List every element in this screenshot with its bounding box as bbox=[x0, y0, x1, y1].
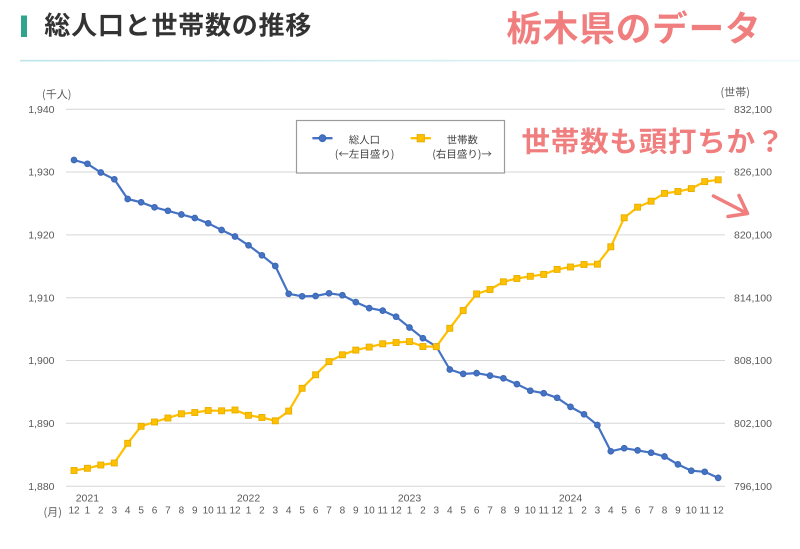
svg-text:4: 4 bbox=[125, 506, 131, 517]
svg-text:1: 1 bbox=[85, 506, 91, 517]
svg-text:10: 10 bbox=[203, 506, 215, 517]
svg-text:11: 11 bbox=[539, 506, 550, 517]
svg-text:2: 2 bbox=[259, 506, 265, 517]
svg-text:7: 7 bbox=[487, 506, 493, 517]
svg-text:808,100: 808,100 bbox=[734, 355, 772, 367]
svg-text:11: 11 bbox=[700, 506, 711, 517]
svg-text:12: 12 bbox=[229, 506, 241, 517]
svg-text:1: 1 bbox=[246, 506, 252, 517]
svg-text:802,100: 802,100 bbox=[734, 418, 772, 430]
svg-text:820,100: 820,100 bbox=[734, 230, 772, 242]
svg-text:4: 4 bbox=[447, 506, 453, 517]
svg-text:12: 12 bbox=[552, 506, 564, 517]
svg-text:826,100: 826,100 bbox=[734, 167, 772, 179]
svg-text:8: 8 bbox=[662, 506, 668, 517]
svg-text:2: 2 bbox=[581, 506, 587, 517]
svg-text:2: 2 bbox=[98, 506, 104, 517]
svg-text:1,910: 1,910 bbox=[28, 292, 54, 304]
svg-text:9: 9 bbox=[192, 506, 198, 517]
svg-text:5: 5 bbox=[138, 506, 144, 517]
svg-text:796,100: 796,100 bbox=[734, 481, 772, 493]
svg-text:3: 3 bbox=[112, 506, 118, 517]
svg-text:3: 3 bbox=[434, 506, 440, 517]
svg-text:2023: 2023 bbox=[398, 493, 422, 505]
svg-text:1,900: 1,900 bbox=[28, 355, 54, 367]
svg-text:12: 12 bbox=[68, 506, 80, 517]
svg-text:1,940: 1,940 bbox=[28, 104, 54, 116]
svg-text:7: 7 bbox=[165, 506, 171, 517]
svg-text:6: 6 bbox=[152, 506, 158, 517]
svg-text:3: 3 bbox=[595, 506, 601, 517]
svg-text:5: 5 bbox=[299, 506, 305, 517]
svg-text:6: 6 bbox=[635, 506, 641, 517]
svg-text:1: 1 bbox=[568, 506, 574, 517]
svg-text:9: 9 bbox=[353, 506, 359, 517]
svg-text:1,890: 1,890 bbox=[28, 418, 54, 430]
svg-text:2021: 2021 bbox=[76, 493, 100, 505]
svg-text:1,930: 1,930 bbox=[28, 167, 54, 179]
svg-text:7: 7 bbox=[648, 506, 654, 517]
svg-text:5: 5 bbox=[621, 506, 627, 517]
svg-text:4: 4 bbox=[608, 506, 614, 517]
svg-text:832,100: 832,100 bbox=[734, 104, 772, 116]
svg-text:8: 8 bbox=[501, 506, 507, 517]
svg-text:12: 12 bbox=[713, 506, 725, 517]
svg-text:12: 12 bbox=[391, 506, 403, 517]
svg-text:11: 11 bbox=[378, 506, 389, 517]
svg-text:11: 11 bbox=[216, 506, 227, 517]
svg-text:7: 7 bbox=[326, 506, 332, 517]
svg-text:10: 10 bbox=[525, 506, 537, 517]
svg-text:10: 10 bbox=[364, 506, 376, 517]
svg-text:9: 9 bbox=[675, 506, 681, 517]
svg-text:2: 2 bbox=[420, 506, 426, 517]
svg-text:1: 1 bbox=[407, 506, 413, 517]
svg-text:3: 3 bbox=[273, 506, 279, 517]
svg-text:6: 6 bbox=[313, 506, 319, 517]
svg-text:5: 5 bbox=[460, 506, 466, 517]
svg-text:4: 4 bbox=[286, 506, 292, 517]
svg-text:2022: 2022 bbox=[237, 493, 261, 505]
svg-text:1,880: 1,880 bbox=[28, 481, 54, 493]
svg-text:9: 9 bbox=[514, 506, 520, 517]
svg-text:8: 8 bbox=[340, 506, 346, 517]
svg-text:8: 8 bbox=[179, 506, 185, 517]
svg-text:10: 10 bbox=[686, 506, 698, 517]
svg-text:2024: 2024 bbox=[559, 493, 583, 505]
svg-text:6: 6 bbox=[474, 506, 480, 517]
svg-text:814,100: 814,100 bbox=[734, 292, 772, 304]
svg-text:1,920: 1,920 bbox=[28, 230, 54, 242]
